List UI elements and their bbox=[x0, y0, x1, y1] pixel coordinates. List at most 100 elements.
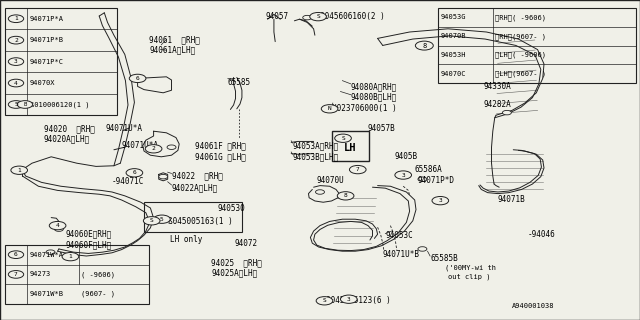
Text: 94071P*C: 94071P*C bbox=[30, 59, 64, 65]
Text: 94020A〈LH〉: 94020A〈LH〉 bbox=[44, 135, 90, 144]
Circle shape bbox=[502, 110, 511, 115]
Circle shape bbox=[316, 190, 324, 194]
Text: 94061G 〈LH〉: 94061G 〈LH〉 bbox=[195, 153, 246, 162]
Circle shape bbox=[159, 174, 168, 179]
Text: 94053H: 94053H bbox=[440, 52, 466, 58]
Text: 94022A〈LH〉: 94022A〈LH〉 bbox=[172, 183, 218, 192]
Bar bbox=[5, 8, 117, 115]
Text: 4: 4 bbox=[56, 223, 60, 228]
Text: 94053G: 94053G bbox=[440, 14, 466, 20]
Circle shape bbox=[395, 171, 412, 179]
Circle shape bbox=[418, 177, 427, 181]
Text: 94053B〈LH〉: 94053B〈LH〉 bbox=[292, 152, 339, 161]
Text: 94061A〈LH〉: 94061A〈LH〉 bbox=[149, 46, 195, 55]
Text: ('00MY-wi th: ('00MY-wi th bbox=[445, 265, 496, 271]
Text: 1: 1 bbox=[68, 254, 72, 259]
Text: 94080A〈RH〉: 94080A〈RH〉 bbox=[351, 82, 397, 91]
Text: 94053C: 94053C bbox=[385, 231, 413, 240]
Circle shape bbox=[132, 170, 141, 174]
Text: 2: 2 bbox=[152, 146, 156, 151]
Circle shape bbox=[432, 196, 449, 205]
Text: ß045606160(2 ): ß045606160(2 ) bbox=[320, 12, 385, 21]
Circle shape bbox=[143, 217, 160, 225]
Text: 7: 7 bbox=[14, 272, 18, 277]
Text: 8: 8 bbox=[422, 43, 426, 49]
Text: 94057B: 94057B bbox=[368, 124, 396, 133]
Text: -94071C: -94071C bbox=[112, 177, 145, 186]
Text: 3: 3 bbox=[14, 59, 18, 64]
Text: 94071U*A: 94071U*A bbox=[122, 141, 159, 150]
Circle shape bbox=[54, 227, 63, 231]
Text: 94071W*A: 94071W*A bbox=[29, 252, 63, 258]
Circle shape bbox=[126, 169, 143, 177]
Circle shape bbox=[11, 166, 28, 174]
Text: 6: 6 bbox=[132, 170, 136, 175]
Circle shape bbox=[337, 192, 354, 200]
Text: 65586A: 65586A bbox=[414, 165, 442, 174]
Text: 8: 8 bbox=[344, 193, 348, 198]
Text: 94061F 〈RH〉: 94061F 〈RH〉 bbox=[195, 141, 246, 150]
Text: 94070U: 94070U bbox=[317, 176, 344, 185]
Text: 94070X: 94070X bbox=[30, 80, 56, 86]
Text: 940530: 940530 bbox=[218, 204, 245, 213]
Text: B: B bbox=[23, 102, 27, 107]
Text: 94020  〈RH〉: 94020 〈RH〉 bbox=[44, 124, 94, 133]
Text: 3: 3 bbox=[438, 198, 442, 203]
Circle shape bbox=[8, 15, 24, 22]
Bar bbox=[5, 245, 149, 304]
Circle shape bbox=[154, 215, 170, 223]
Circle shape bbox=[340, 295, 357, 303]
Text: 2: 2 bbox=[14, 38, 18, 43]
Text: 94060E〈RH〉: 94060E〈RH〉 bbox=[66, 230, 112, 239]
Text: 4: 4 bbox=[14, 81, 18, 85]
Text: 5: 5 bbox=[160, 217, 164, 222]
Circle shape bbox=[8, 100, 24, 108]
Circle shape bbox=[8, 79, 24, 87]
Circle shape bbox=[8, 271, 24, 278]
Text: 94072: 94072 bbox=[235, 239, 258, 248]
Circle shape bbox=[310, 12, 326, 21]
Text: 94071P*D: 94071P*D bbox=[418, 176, 455, 185]
Text: LH only: LH only bbox=[170, 235, 202, 244]
Text: 94282A: 94282A bbox=[483, 100, 511, 109]
Text: 94071U*B: 94071U*B bbox=[383, 250, 420, 259]
Circle shape bbox=[49, 221, 66, 230]
Text: -94046: -94046 bbox=[528, 230, 556, 239]
Circle shape bbox=[303, 15, 312, 20]
Text: 94022  〈RH〉: 94022 〈RH〉 bbox=[172, 172, 222, 181]
Text: ß045105123(6 ): ß045105123(6 ) bbox=[326, 296, 391, 305]
Circle shape bbox=[46, 250, 55, 254]
Bar bbox=[438, 8, 636, 83]
Text: 〈RH〉(9607- ): 〈RH〉(9607- ) bbox=[495, 33, 546, 39]
Circle shape bbox=[8, 251, 24, 259]
Text: 94053A〈RH〉: 94053A〈RH〉 bbox=[292, 141, 339, 150]
Circle shape bbox=[316, 297, 333, 305]
Circle shape bbox=[8, 58, 24, 66]
Text: 94060F〈LH〉: 94060F〈LH〉 bbox=[66, 241, 112, 250]
Text: S: S bbox=[316, 14, 320, 19]
Text: 94071P*A: 94071P*A bbox=[30, 16, 64, 22]
Text: 94071B: 94071B bbox=[498, 195, 525, 204]
Circle shape bbox=[418, 247, 427, 251]
Text: S: S bbox=[323, 298, 326, 303]
Text: 94071U*A: 94071U*A bbox=[106, 124, 143, 133]
Text: S: S bbox=[150, 218, 154, 223]
Circle shape bbox=[17, 100, 33, 108]
Text: 〈RH〉( -9606): 〈RH〉( -9606) bbox=[495, 14, 546, 21]
Circle shape bbox=[321, 105, 338, 113]
Text: 94070B: 94070B bbox=[440, 33, 466, 39]
Text: 〈LH〉(9607- ): 〈LH〉(9607- ) bbox=[495, 70, 546, 77]
Text: ( -9606): ( -9606) bbox=[81, 271, 115, 278]
Text: 94330A: 94330A bbox=[483, 82, 511, 91]
Circle shape bbox=[415, 41, 433, 50]
Text: 1: 1 bbox=[17, 168, 21, 173]
Circle shape bbox=[8, 36, 24, 44]
Text: 94025A〈LH〉: 94025A〈LH〉 bbox=[211, 268, 257, 277]
Text: 7: 7 bbox=[356, 167, 360, 172]
Circle shape bbox=[62, 252, 79, 261]
Text: 65585: 65585 bbox=[228, 78, 251, 87]
Text: 94080B〈LH〉: 94080B〈LH〉 bbox=[351, 92, 397, 101]
Text: 94061  〈RH〉: 94061 〈RH〉 bbox=[149, 35, 200, 44]
Circle shape bbox=[167, 145, 176, 149]
Circle shape bbox=[129, 74, 146, 83]
